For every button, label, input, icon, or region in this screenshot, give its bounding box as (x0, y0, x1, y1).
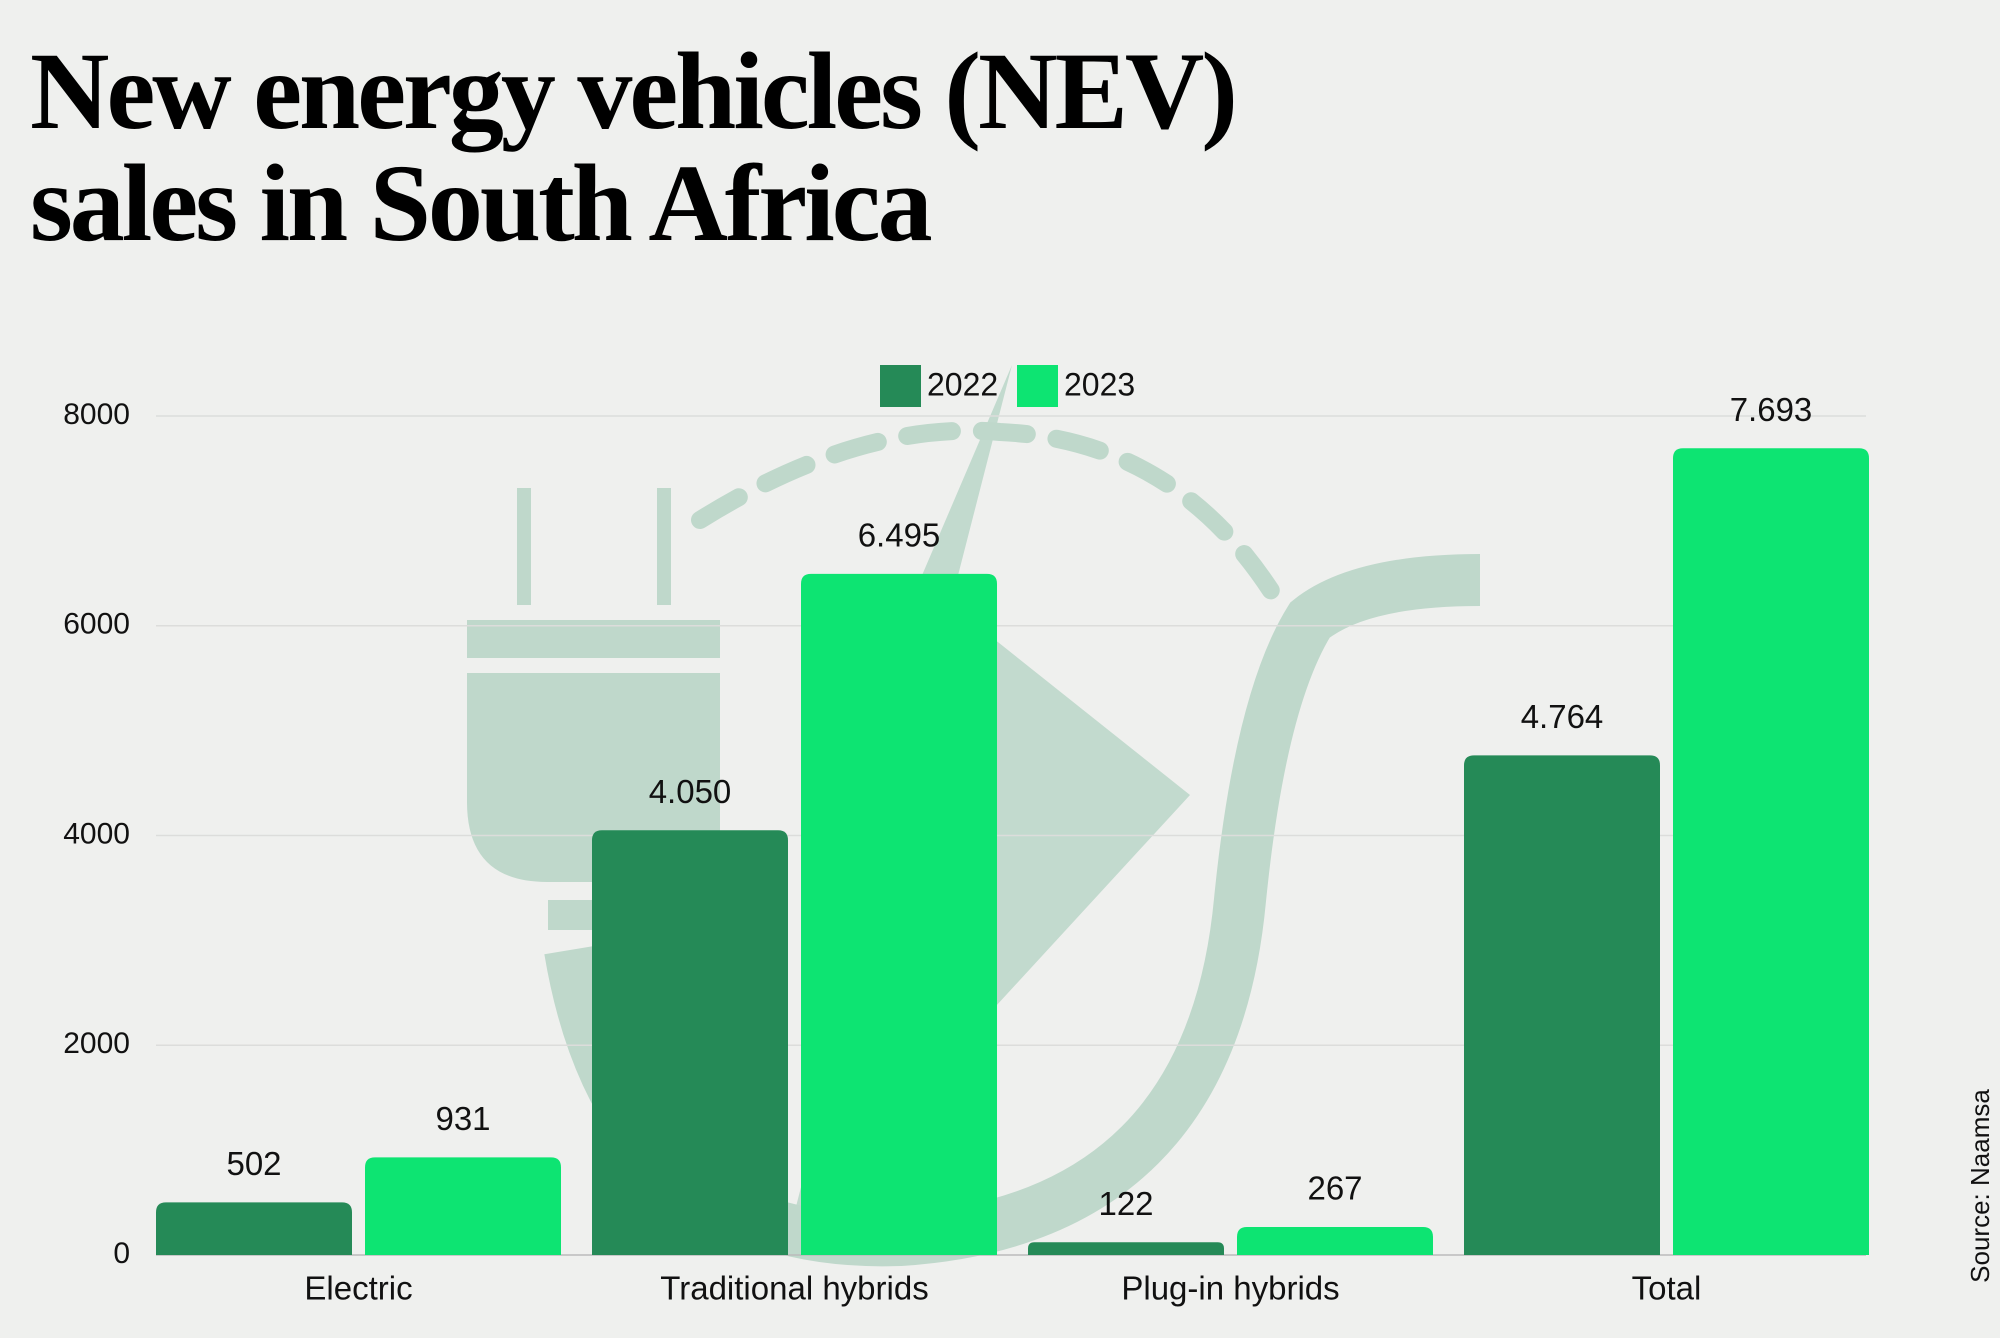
y-tick-label: 2000 (63, 1027, 130, 1060)
data-label: 4.050 (649, 773, 732, 810)
source: Source: Naamsa (1965, 1089, 1995, 1283)
bar (592, 830, 788, 1255)
bar (1464, 755, 1660, 1255)
chart-title: sales in South Africa (30, 142, 932, 264)
bar (1028, 1242, 1224, 1255)
y-tick-label: 4000 (63, 817, 130, 850)
plug-pin (657, 488, 671, 605)
data-label: 502 (226, 1145, 281, 1182)
x-tick-label: Total (1632, 1270, 1702, 1307)
bar (1237, 1226, 1433, 1255)
y-tick-label: 6000 (63, 608, 130, 641)
bar (1673, 448, 1869, 1255)
x-tick-label: Traditional hybrids (660, 1270, 928, 1307)
data-label: 267 (1307, 1170, 1362, 1207)
plug-body (467, 673, 720, 882)
bar (365, 1157, 561, 1255)
y-tick-label: 0 (113, 1237, 130, 1270)
data-label: 6.495 (858, 517, 941, 554)
data-label: 4.764 (1521, 698, 1604, 735)
data-label: 7.693 (1730, 391, 1813, 428)
legend-swatch (1017, 365, 1058, 407)
bar (156, 1202, 352, 1255)
bar (801, 573, 997, 1255)
legend-label: 2023 (1064, 366, 1135, 402)
legend-label: 2022 (927, 366, 998, 402)
dashed-arc (691, 421, 1289, 614)
chart-title: New energy vehicles (NEV) (30, 30, 1235, 152)
data-label: 931 (435, 1100, 490, 1137)
legend-swatch (880, 365, 921, 407)
plot: 0 2000 4000 6000 8000 2022 2023 Electric 502 931 T… (63, 365, 1869, 1307)
data-label: 122 (1098, 1185, 1153, 1222)
y-tick-label: 8000 (63, 398, 130, 431)
x-tick-label: Plug-in hybrids (1121, 1270, 1339, 1307)
x-tick-label: Electric (304, 1270, 412, 1307)
plug-pin (517, 488, 531, 605)
